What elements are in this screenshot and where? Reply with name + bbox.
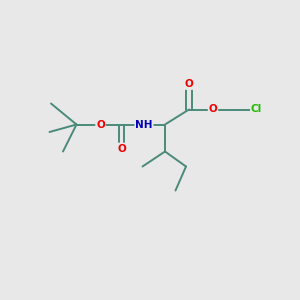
Text: Cl: Cl	[251, 104, 262, 115]
Text: O: O	[208, 104, 217, 115]
Text: O: O	[117, 143, 126, 154]
Text: NH: NH	[135, 119, 153, 130]
Text: O: O	[96, 119, 105, 130]
Text: O: O	[184, 79, 194, 89]
